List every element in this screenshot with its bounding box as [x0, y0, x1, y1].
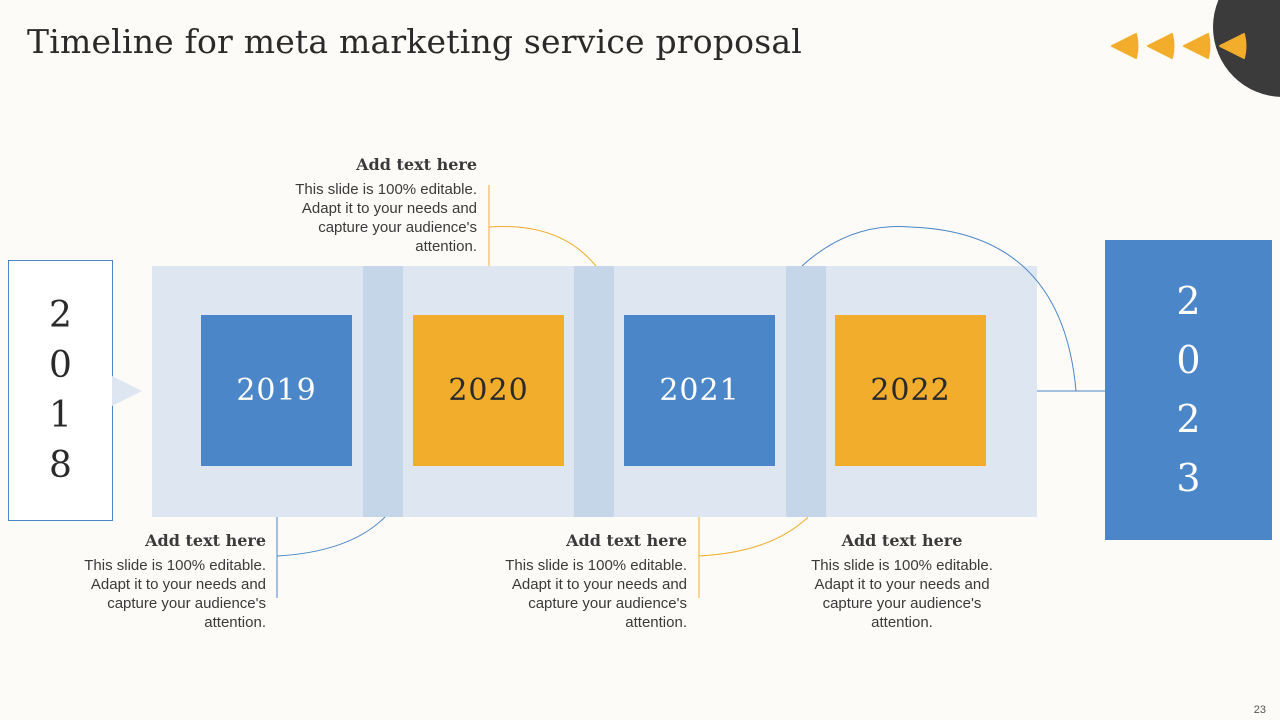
start-pointer-icon — [112, 376, 142, 406]
connector-line — [276, 516, 386, 557]
note-body: This slide is 100% editable. Adapt it to… — [84, 557, 266, 631]
note-body: This slide is 100% editable. Adapt it to… — [505, 557, 687, 631]
note-top: Add text here This slide is 100% editabl… — [257, 155, 477, 256]
end-year-digit: 3 — [1176, 456, 1201, 500]
year-box-2022: 2022 — [835, 315, 986, 466]
year-box-2021: 2021 — [624, 315, 775, 466]
arrow-left-icon — [1219, 33, 1247, 59]
note-bottom-left: Add text here This slide is 100% editabl… — [46, 531, 266, 632]
start-year-digit: 2 — [49, 294, 72, 336]
end-year-digit: 2 — [1176, 279, 1201, 323]
start-year-digit: 8 — [49, 444, 72, 486]
start-year-digit: 1 — [49, 394, 72, 436]
arrow-left-icon — [1183, 33, 1211, 59]
timeline-separator — [574, 266, 614, 517]
arrow-left-icon — [1147, 33, 1175, 59]
year-box-2019: 2019 — [201, 315, 352, 466]
end-year-digit: 0 — [1176, 338, 1201, 382]
note-heading: Add text here — [356, 155, 477, 174]
note-bottom-middle: Add text here This slide is 100% editabl… — [467, 531, 687, 632]
dark-corner-circle — [1213, 0, 1280, 97]
page-number: 23 — [1253, 704, 1266, 716]
connector-line — [698, 516, 809, 557]
page-title: Timeline for meta marketing service prop… — [27, 22, 802, 61]
timeline-separator — [363, 266, 403, 517]
timeline-separator — [786, 266, 826, 517]
note-bottom-right: Add text here This slide is 100% editabl… — [792, 531, 1012, 632]
note-heading: Add text here — [145, 531, 266, 550]
arrow-left-icon — [1111, 33, 1139, 59]
note-body: This slide is 100% editable. Adapt it to… — [811, 557, 993, 631]
note-heading: Add text here — [841, 531, 963, 550]
start-year-digit: 0 — [49, 344, 72, 386]
end-year-digit: 2 — [1176, 397, 1201, 441]
note-body: This slide is 100% editable. Adapt it to… — [295, 181, 477, 255]
connector-line — [488, 226, 597, 267]
start-year-box: 2 0 1 8 — [8, 260, 113, 521]
note-heading: Add text here — [566, 531, 687, 550]
year-box-2020: 2020 — [413, 315, 564, 466]
end-year-box: 2 0 2 3 — [1105, 240, 1272, 540]
connector-line — [801, 226, 1105, 392]
